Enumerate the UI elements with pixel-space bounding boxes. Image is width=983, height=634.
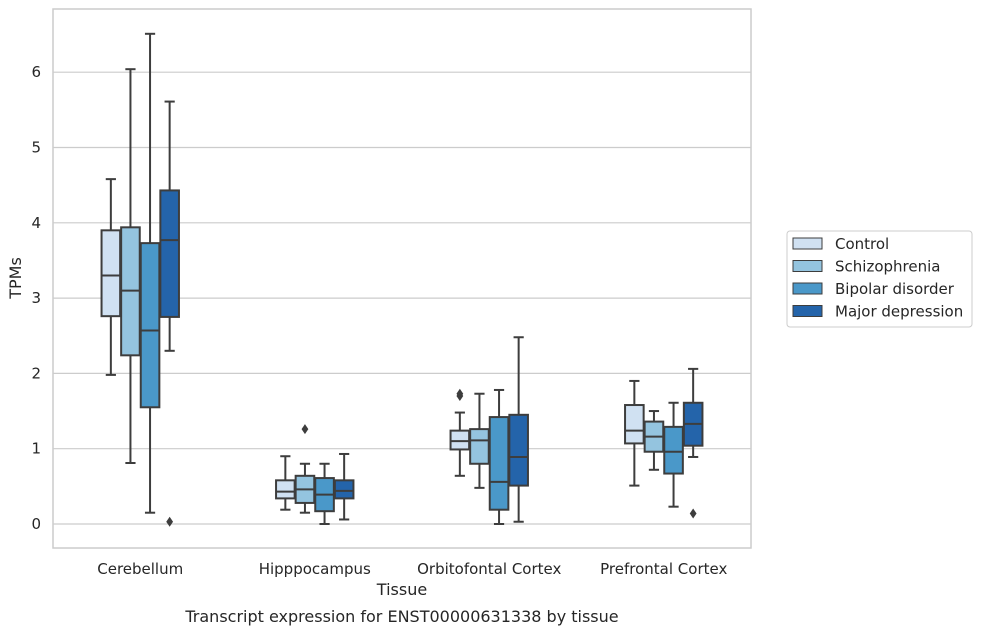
box-iqr <box>488 416 510 511</box>
legend-entry-label: Control <box>835 235 889 253</box>
box-3-2 <box>663 401 684 508</box>
x-tick-label: Cerebellum <box>97 560 183 578</box>
y-tick-label: 0 <box>31 515 41 533</box>
legend-entry-label: Bipolar disorder <box>835 280 955 298</box>
box-iqr <box>508 413 529 487</box>
legend-swatch <box>792 260 823 272</box>
box-iqr <box>663 425 684 475</box>
plot-frame <box>52 8 752 549</box>
legend-entry-label: Schizophrenia <box>835 258 940 276</box>
x-axis-label: Tissue <box>376 580 427 599</box>
x-tick-label: Hipppocampus <box>259 560 371 578</box>
y-tick-label: 1 <box>31 440 41 458</box>
box-iqr <box>275 479 296 500</box>
legend-swatch <box>792 282 823 295</box>
y-tick-label: 6 <box>31 63 41 81</box>
box-plot-area <box>100 32 704 527</box>
chart-caption: Transcript expression for ENST0000063133… <box>184 607 618 626</box>
box-0-0 <box>100 178 122 376</box>
box-1-3 <box>333 452 355 521</box>
box-iqr <box>333 479 355 500</box>
box-iqr <box>624 404 645 445</box>
box-0-1 <box>120 68 141 465</box>
box-2-2 <box>488 388 510 525</box>
box-1-0 <box>275 455 296 511</box>
x-tick-label: Prefrontal Cortex <box>600 560 727 578</box>
box-0-2 <box>139 32 161 514</box>
legend-frame <box>786 230 973 328</box>
legend-entry-label: Major depression <box>835 303 963 321</box>
legend-swatch <box>792 237 823 250</box>
box-1-2 <box>314 462 335 525</box>
y-tick-label: 4 <box>31 214 41 232</box>
outlier-point <box>689 508 697 519</box>
box-iqr <box>100 229 122 318</box>
box-iqr <box>159 189 180 318</box>
box-3-0 <box>624 379 645 487</box>
box-2-0 <box>449 388 471 477</box>
y-tick-label: 5 <box>31 139 41 157</box>
y-tick-label: 3 <box>31 289 41 307</box>
box-2-3 <box>508 336 529 523</box>
legend: Control Schizophrenia Bipolar disorder Majo… <box>786 230 973 328</box>
box-3-3 <box>682 367 704 519</box>
box-0-3 <box>159 100 180 527</box>
y-axis-ticks: 0 1 2 3 4 5 6 <box>31 63 41 533</box>
box-2-1 <box>469 392 490 489</box>
outlier-point <box>456 388 464 399</box>
outlier-point <box>301 424 309 435</box>
y-tick-label: 2 <box>31 364 41 382</box>
y-axis-label: TPMs <box>6 257 25 300</box>
x-tick-label: Orbitofontal Cortex <box>417 560 561 578</box>
box-iqr <box>449 429 471 451</box>
box-iqr <box>469 428 490 465</box>
outlier-point <box>166 516 174 527</box>
x-axis-ticks: Cerebellum Hipppocampus Orbitofontal Corte… <box>97 560 727 578</box>
box-iqr <box>139 242 161 409</box>
box-1-1 <box>294 424 316 514</box>
legend-swatch <box>792 305 823 317</box>
box-3-1 <box>643 410 665 471</box>
